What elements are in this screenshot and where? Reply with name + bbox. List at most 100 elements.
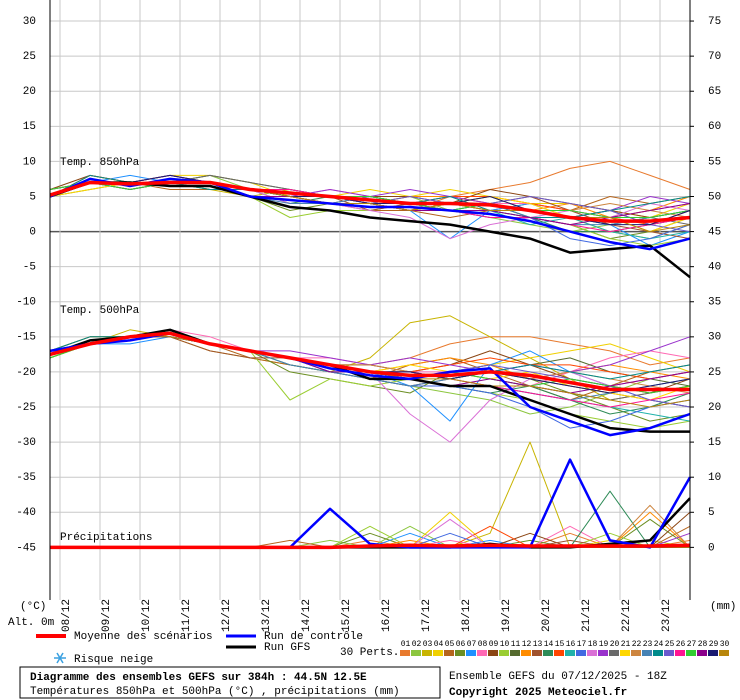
legend-member-swatch [675,650,685,656]
x-tick-label: 14/12 [301,599,313,632]
legend-member-label: 27 [687,640,697,649]
y-unit: (°C) [20,601,46,613]
legend-member-label: 30 [720,640,730,649]
legend-member-swatch [565,650,575,656]
y2-tick-label: 25 [708,367,721,379]
y2-tick-label: 55 [708,156,721,168]
legend-member-swatch [653,650,663,656]
legend-member-label: 07 [467,640,477,649]
annotation: Précipitations [60,532,152,544]
y-tick-label: -15 [16,332,36,344]
y2-tick-label: 15 [708,437,721,449]
x-tick-label: 22/12 [621,599,633,632]
y-tick-label: -10 [16,297,36,309]
x-tick-label: 08/12 [61,599,73,632]
legend-member-label: 29 [709,640,719,649]
legend-member-swatch [576,650,586,656]
legend-member-swatch [400,650,410,656]
chart-title: Diagramme des ensembles GEFS sur 384h : … [30,672,367,684]
x-tick-label: 11/12 [181,599,193,632]
y-tick-label: -45 [16,542,36,554]
legend-member-label: 09 [489,640,499,649]
y-tick-label: 15 [23,121,36,133]
t850-line [49,180,691,223]
annotation: Temp. 500hPa [60,305,140,317]
legend-member-swatch [686,650,696,656]
run-label: Ensemble GEFS du 07/12/2025 - 18Z [449,671,667,683]
legend-member-swatch [521,650,531,656]
y2-tick-label: 50 [708,191,721,203]
legend-member-swatch [444,650,454,656]
legend-member-label: 20 [610,640,620,649]
y-tick-label: 10 [23,156,36,168]
y-tick-label: -30 [16,437,36,449]
y2-tick-label: 10 [708,472,721,484]
legend-member-swatch [411,650,421,656]
legend-member-swatch [708,650,718,656]
x-tick-label: 09/12 [101,599,113,632]
annotation: Temp. 850hPa [60,157,140,169]
legend-member-swatch [664,650,674,656]
legend-member-label: 28 [698,640,708,649]
legend-member-label: 11 [511,640,521,649]
title-box [19,666,441,699]
y2-unit: (mm) [710,601,736,613]
y-tick-label: -25 [16,402,36,414]
x-tick-label: 13/12 [261,599,273,632]
legend-member-label: 21 [621,640,631,649]
y-tick-label: -20 [16,367,36,379]
copyright: Copyright 2025 Meteociel.fr [449,687,627,699]
legend-member-label: 05 [445,640,455,649]
legend-member-swatch [697,650,707,656]
x-tick-label: 18/12 [461,599,473,632]
legend-member-swatch [642,650,652,656]
y2-tick-label: 75 [708,16,721,28]
legend-member-label: 23 [643,640,653,649]
legend-member-label: 04 [434,640,444,649]
x-tick-label: 23/12 [661,599,673,632]
x-tick-label: 20/12 [541,599,553,632]
legend-member-label: 02 [412,640,422,649]
y2-tick-label: 45 [708,226,721,238]
legend-member-label: 16 [566,640,576,649]
y2-tick-label: 70 [708,51,721,63]
snow-icon [54,652,66,664]
legend-member-label: 15 [555,640,565,649]
legend-member-swatch [598,650,608,656]
legend-member-swatch [719,650,729,656]
legend-member-label: 12 [522,640,532,649]
legend-member-label: 10 [500,640,510,649]
snow-legend: Risque neige [74,654,153,666]
y2-tick-label: 40 [708,262,721,274]
legend-member-swatch [554,650,564,656]
legend-member-swatch [422,650,432,656]
y2-tick-label: 30 [708,332,721,344]
legend-member-swatch [455,650,465,656]
legend-member-label: 06 [456,640,466,649]
legend-member-label: 14 [544,640,554,649]
y-tick-label: -40 [16,507,36,519]
legend-label: Run GFS [264,642,311,654]
legend-member-label: 26 [676,640,686,649]
x-tick-label: 10/12 [141,599,153,632]
x-tick-label: 21/12 [581,599,593,632]
legend-member-swatch [609,650,619,656]
legend-member-label: 03 [423,640,433,649]
legend-member-swatch [488,650,498,656]
y-tick-label: 0 [29,226,36,238]
y2-tick-label: 65 [708,86,721,98]
legend-member-label: 08 [478,640,488,649]
legend-label: Run de contrôle [264,631,363,643]
y-tick-label: -35 [16,472,36,484]
legend-member-swatch [466,650,476,656]
y2-tick-label: 0 [708,542,715,554]
precip-line [50,543,691,550]
legend-member-swatch [510,650,520,656]
legend-member-swatch [433,650,443,656]
y-tick-label: 30 [23,16,36,28]
y2-tick-label: 35 [708,297,721,309]
x-tick-label: 19/12 [501,599,513,632]
t850-line [49,181,691,279]
